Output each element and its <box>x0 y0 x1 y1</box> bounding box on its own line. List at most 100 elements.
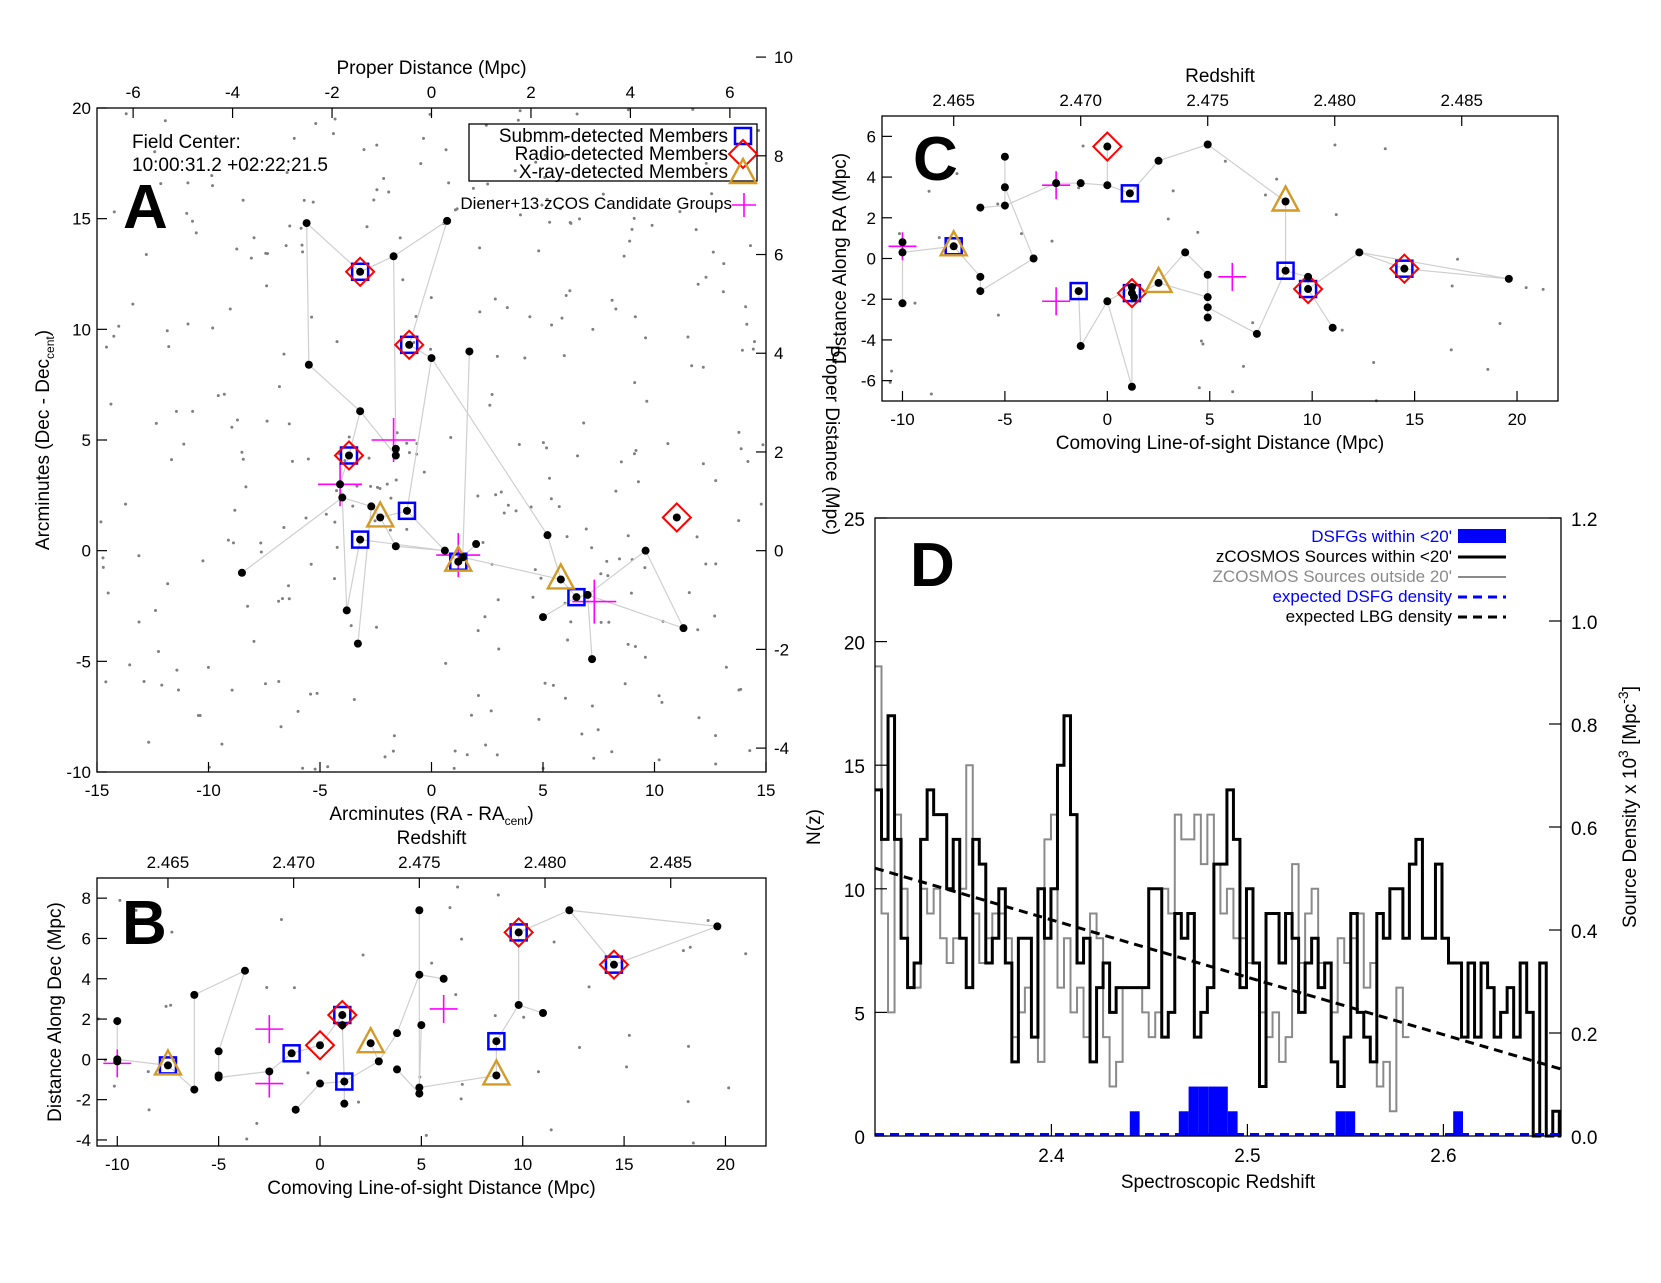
field-source-dot <box>697 716 701 720</box>
field-source-dot <box>560 316 564 320</box>
field-source-dot <box>382 177 386 181</box>
y-tick-label: 6 <box>867 127 876 146</box>
field-source-dot <box>165 329 169 333</box>
field-source-dot <box>590 704 594 708</box>
field-source-dot <box>333 117 337 121</box>
group-link-line <box>392 256 397 449</box>
field-source-dot <box>355 484 359 488</box>
field-source-dot <box>304 516 308 520</box>
group-link-line <box>613 925 718 966</box>
x-tick-label: -10 <box>105 1155 130 1174</box>
group-link-line <box>268 1052 292 1072</box>
group-link-line <box>980 204 1005 209</box>
field-source-dot <box>704 161 708 165</box>
field-source-dot <box>927 189 931 193</box>
field-source-dot <box>226 538 230 542</box>
x-tick-label: 20 <box>1508 410 1527 429</box>
field-source-dot <box>1449 348 1453 352</box>
field-source-dot <box>695 535 699 539</box>
x-tick-label: -5 <box>211 1155 226 1174</box>
field-source-dot <box>240 450 244 454</box>
submm-member-marker <box>487 1031 506 1051</box>
field-source-dot <box>106 591 110 595</box>
group-link-line <box>1080 300 1108 347</box>
field-source-dot <box>633 315 637 319</box>
group-link-line <box>980 257 1034 292</box>
member-galaxy-dot <box>336 480 345 489</box>
field-source-dot <box>277 385 281 389</box>
group-link-line <box>1004 182 1057 207</box>
field-source-dot <box>476 629 480 633</box>
field-source-dot <box>744 305 748 309</box>
field-source-dot <box>539 576 543 580</box>
member-galaxy-dot <box>472 540 481 549</box>
group-link-line <box>291 1044 321 1054</box>
field-source-dot <box>629 591 633 595</box>
top-tick-label: 2.470 <box>1059 91 1102 110</box>
field-source-dot <box>744 952 748 956</box>
field-source-dot <box>722 262 726 266</box>
field-source-dot <box>575 112 579 116</box>
field-source-dot <box>314 122 318 126</box>
field-source-dot <box>175 668 179 672</box>
member-galaxy-dot <box>572 593 581 602</box>
field-source-dot <box>266 252 270 256</box>
field-source-dot <box>306 1071 310 1075</box>
top-axis-label: Proper Distance (Mpc) <box>336 58 526 79</box>
field-source-dot <box>159 182 163 186</box>
field-source-dot <box>112 334 116 338</box>
field-source-dot <box>315 691 319 695</box>
field-source-dot <box>448 906 452 910</box>
field-source-dot <box>357 1100 361 1104</box>
submm-member-marker <box>399 335 419 355</box>
radio-member-marker <box>598 949 630 981</box>
group-link-line <box>1106 301 1133 387</box>
field-source-dot <box>596 728 600 732</box>
x-tick-label: 5 <box>1205 410 1214 429</box>
group-link-line <box>953 245 981 278</box>
x-tick-label: 0 <box>1103 410 1112 429</box>
x-tick-label: 20 <box>716 1155 735 1174</box>
submm-member-marker <box>1276 261 1295 280</box>
member-galaxy-dot <box>391 542 400 551</box>
field-source-dot <box>605 559 609 563</box>
member-galaxy-dot <box>1154 156 1163 165</box>
x-tick-label: 5 <box>538 781 547 800</box>
field-source-dot <box>296 709 300 713</box>
field-source-dot <box>564 294 568 298</box>
field-source-dot <box>265 284 269 288</box>
field-source-dot <box>619 460 623 464</box>
field-source-dot <box>147 1108 151 1112</box>
field-source-dot <box>490 393 494 397</box>
field-source-dot <box>414 315 418 319</box>
field-source-dot <box>628 239 632 243</box>
field-source-dot <box>688 945 692 949</box>
field-source-dot <box>279 918 283 922</box>
member-galaxy-dot <box>898 248 907 257</box>
field-source-dot <box>160 683 164 687</box>
field-source-dot <box>375 625 379 629</box>
field-source-dot <box>361 953 365 957</box>
field-source-dot <box>231 541 235 545</box>
field-source-dot <box>537 717 541 721</box>
member-galaxy-dot <box>402 506 411 515</box>
field-source-dot <box>569 620 573 624</box>
field-source-dot <box>375 188 379 192</box>
field-source-dot <box>632 452 636 456</box>
field-source-dot <box>124 502 128 506</box>
field-source-dot <box>913 301 917 305</box>
member-galaxy-dot <box>672 513 681 522</box>
field-source-dot <box>282 525 286 529</box>
field-source-dot <box>154 608 158 612</box>
top-axis-label: Redshift <box>1185 66 1255 87</box>
top-tick-label: 2.465 <box>147 853 190 872</box>
right-tick-label: 0.0 <box>1571 1128 1597 1149</box>
field-source-dot <box>1166 217 1170 221</box>
member-galaxy-dot <box>1203 140 1212 149</box>
member-galaxy-dot <box>393 1065 402 1074</box>
right-axis-label: Source Density x 103 [Mpc-3] <box>1615 686 1641 928</box>
top-tick-label: -4 <box>225 83 240 102</box>
submm-member-marker <box>1120 184 1140 203</box>
member-galaxy-dot <box>583 590 592 599</box>
